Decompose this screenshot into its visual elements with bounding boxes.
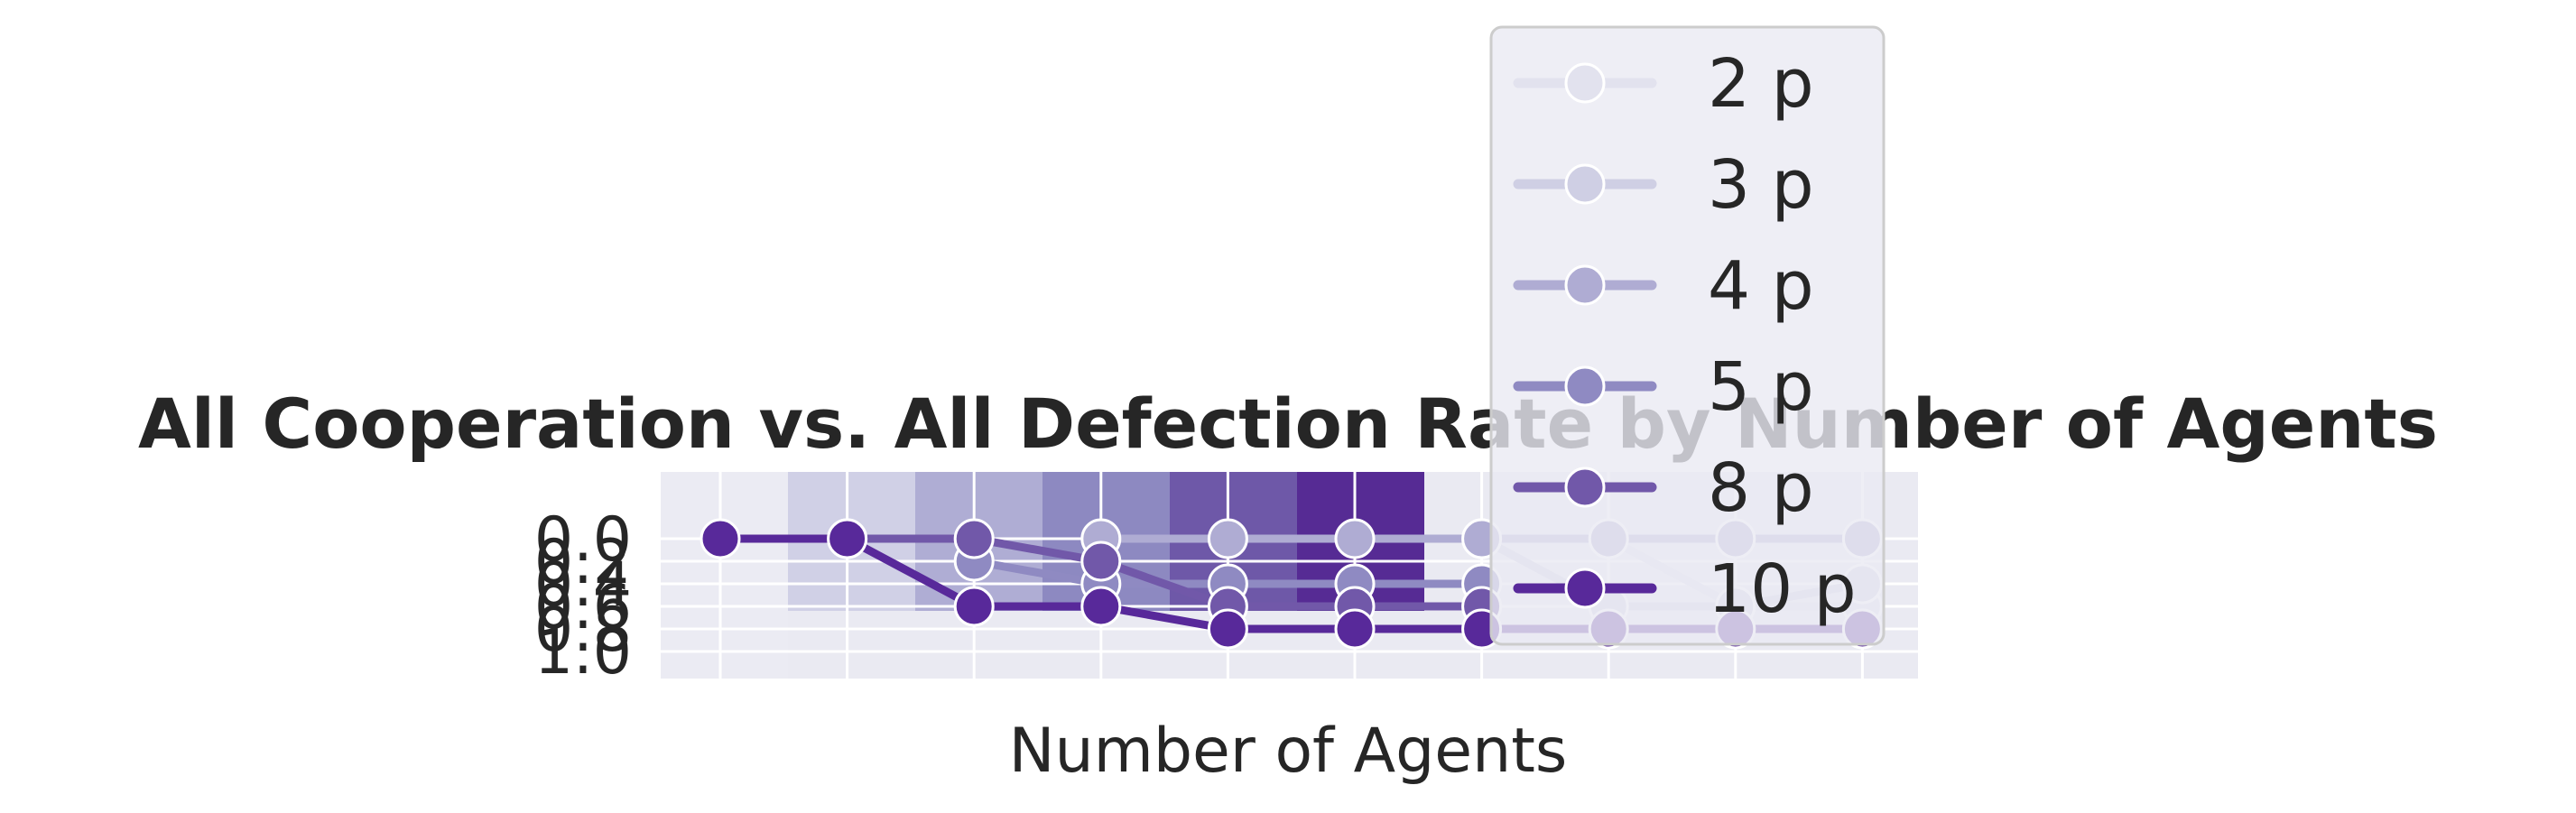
legend-swatch-marker (1564, 365, 1606, 407)
legend-swatch-marker (1564, 264, 1606, 306)
y-tick-label: 0.2 (534, 527, 632, 598)
legend-entries: 2 p 3 p 4 p 5 p 8 p 10 p (1513, 45, 1857, 628)
x-axis-label: Number of Agents (1009, 716, 1568, 787)
data-point (827, 518, 868, 559)
series-line (843, 534, 1487, 611)
legend-swatch-marker (1564, 62, 1606, 104)
data-point (953, 586, 995, 627)
legend-label: 3 p (1708, 146, 1814, 224)
y-tick-label: 0.0 (534, 504, 632, 576)
legend-swatch-marker (1564, 467, 1606, 508)
data-point (1080, 540, 1122, 582)
data-point (700, 518, 741, 559)
chart-title: All Cooperation vs. All Defection Rate b… (138, 383, 2438, 464)
y-tick-label: 1.0 (534, 617, 632, 688)
legend-label: 4 p (1708, 247, 1814, 325)
data-point (1207, 608, 1248, 650)
y-tick-label: 0.4 (534, 550, 632, 621)
legend: 2 p 3 p 4 p 5 p 8 p 10 p (1489, 25, 1886, 646)
legend-label: 10 p (1708, 550, 1857, 628)
y-tick-label: 0.8 (534, 595, 632, 666)
legend-swatch-marker (1564, 163, 1606, 205)
data-point (1207, 518, 1248, 559)
y-tick-labels: 0.00.20.40.60.81.0 (534, 504, 632, 688)
data-point (1334, 608, 1376, 650)
legend-label: 5 p (1708, 348, 1814, 426)
data-point (1080, 586, 1122, 627)
bar-strip (661, 472, 788, 679)
legend-label: 2 p (1708, 45, 1814, 123)
y-tick-label: 0.6 (534, 572, 632, 643)
data-point (953, 518, 995, 559)
legend-swatch-marker (1564, 568, 1606, 609)
legend-label: 8 p (1708, 449, 1814, 527)
data-point (1334, 518, 1376, 559)
